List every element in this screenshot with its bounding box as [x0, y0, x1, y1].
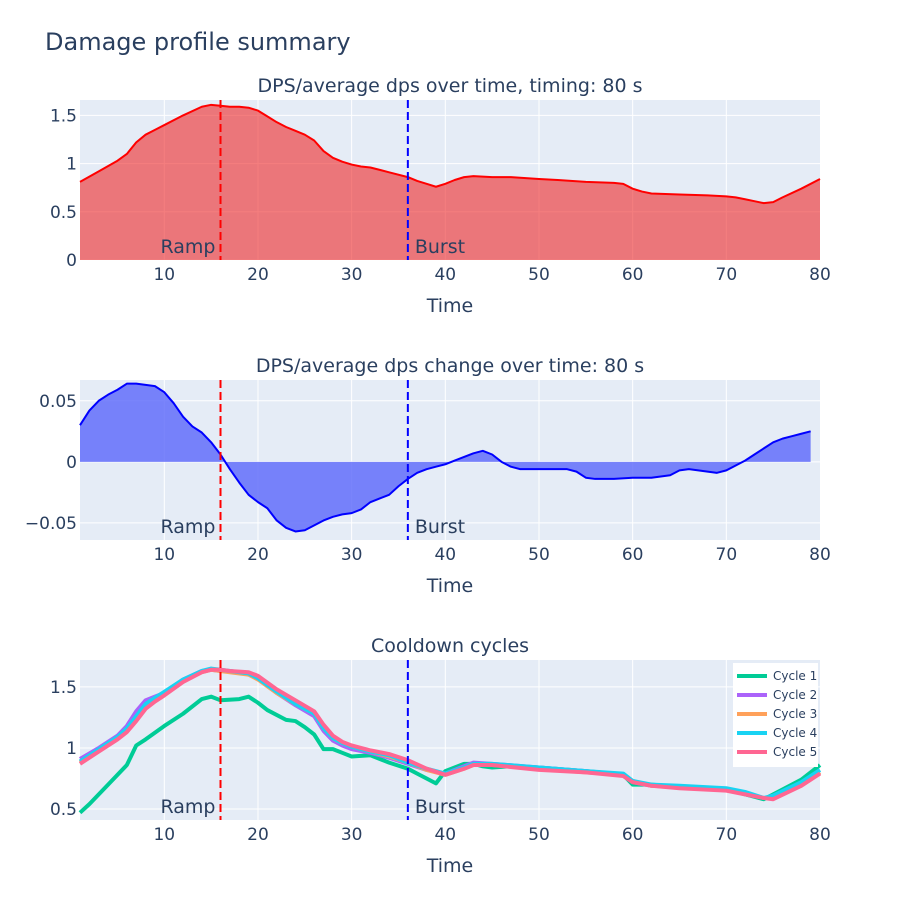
series-line[interactable] [79, 103, 821, 205]
chart-1-x-ticks: 10 20 30 40 50 60 70 80 [153, 265, 830, 285]
chart-2-y-ticks: −0.05 0 0.05 [25, 392, 77, 534]
legend-item[interactable]: Cycle 4 [737, 726, 817, 740]
legend-label: Cycle 4 [773, 726, 817, 740]
chart-3-grid [80, 660, 820, 820]
y-tick-label: 1 [66, 739, 77, 759]
chart-2-x-axis-title: Time [426, 575, 474, 597]
x-tick-label: 20 [247, 265, 269, 285]
chart-1-marks [79, 103, 821, 260]
legend-label: Cycle 5 [773, 745, 817, 759]
x-tick-label: 20 [247, 545, 269, 565]
chart-3-title: Cooldown cycles [371, 635, 529, 657]
x-tick-label: 80 [809, 265, 831, 285]
chart-1-y-ticks: 0 0.5 1 1.5 [50, 106, 77, 271]
x-tick-label: 50 [528, 265, 550, 285]
legend-item[interactable]: Cycle 2 [737, 688, 817, 702]
series-line-cycle-5[interactable] [78, 667, 822, 802]
burst-label: Burst [415, 516, 465, 538]
x-tick-label: 80 [809, 545, 831, 565]
chart-3: Cooldown cycles 10 20 30 40 50 60 70 80 0.5 1 1.5… [50, 635, 831, 877]
chart-1-x-axis-title: Time [426, 295, 474, 317]
chart-1-title: DPS/average dps over time, timing: 80 s [257, 75, 642, 97]
y-tick-label: 0.05 [39, 392, 77, 412]
x-tick-label: 60 [622, 265, 644, 285]
chart-1: DPS/average dps over time, timing: 80 s … [50, 75, 831, 317]
chart-3-x-ticks: 10 20 30 40 50 60 70 80 [153, 825, 830, 845]
chart-2-x-ticks: 10 20 30 40 50 60 70 80 [153, 545, 830, 565]
legend-label: Cycle 2 [773, 688, 817, 702]
chart-3-legend[interactable]: Cycle 1 Cycle 2 Cycle 3 Cycle 4 Cycle 5 [733, 663, 818, 767]
y-tick-label: 0.5 [50, 800, 77, 820]
y-tick-label: 1 [66, 155, 77, 175]
x-tick-label: 20 [247, 825, 269, 845]
x-tick-label: 10 [153, 545, 175, 565]
y-tick-label: 0 [66, 453, 77, 473]
x-tick-label: 50 [528, 825, 550, 845]
y-tick-label: −0.05 [25, 514, 77, 534]
x-tick-label: 40 [434, 825, 456, 845]
chart-2-annotations: Ramp Burst [161, 380, 465, 540]
burst-label: Burst [415, 236, 465, 258]
y-tick-label: 0.5 [50, 203, 77, 223]
x-tick-label: 10 [153, 265, 175, 285]
x-tick-label: 30 [341, 265, 363, 285]
y-tick-label: 1.5 [50, 678, 77, 698]
x-tick-label: 30 [341, 545, 363, 565]
legend-label: Cycle 1 [773, 669, 817, 683]
x-tick-label: 30 [341, 825, 363, 845]
burst-label: Burst [415, 796, 465, 818]
chart-2: DPS/average dps change over time: 80 s 1… [25, 355, 831, 597]
x-tick-label: 50 [528, 545, 550, 565]
x-tick-label: 40 [434, 545, 456, 565]
x-tick-label: 60 [622, 825, 644, 845]
legend-item[interactable]: Cycle 5 [737, 745, 817, 759]
chart-2-marks [79, 382, 811, 533]
x-tick-label: 70 [716, 265, 738, 285]
legend-label: Cycle 3 [773, 707, 817, 721]
page-title: Damage profile summary [45, 28, 351, 56]
chart-1-annotations: Ramp Burst [161, 100, 465, 260]
chart-3-x-axis-title: Time [426, 855, 474, 877]
y-tick-label: 0 [66, 251, 77, 271]
ramp-label: Ramp [161, 796, 216, 818]
chart-3-annotations: Ramp Burst [161, 660, 465, 820]
series-area-fill [80, 383, 811, 532]
y-tick-label: 1.5 [50, 106, 77, 126]
series-line[interactable] [79, 382, 811, 533]
ramp-label: Ramp [161, 516, 216, 538]
chart-3-marks [78, 666, 822, 815]
x-tick-label: 80 [809, 825, 831, 845]
chart-3-y-ticks: 0.5 1 1.5 [50, 678, 77, 820]
x-tick-label: 10 [153, 825, 175, 845]
x-tick-label: 70 [716, 545, 738, 565]
x-tick-label: 70 [716, 825, 738, 845]
legend-item[interactable]: Cycle 1 [737, 669, 817, 683]
x-tick-label: 60 [622, 545, 644, 565]
x-tick-label: 40 [434, 265, 456, 285]
ramp-label: Ramp [161, 236, 216, 258]
chart-2-title: DPS/average dps change over time: 80 s [256, 355, 644, 377]
legend-item[interactable]: Cycle 3 [737, 707, 817, 721]
